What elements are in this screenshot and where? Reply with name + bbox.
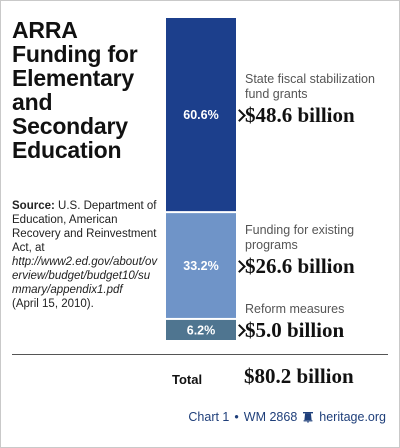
footer-separator: •: [234, 410, 239, 424]
source-url[interactable]: http://www2.ed.gov/about/overview/budget…: [12, 256, 158, 296]
chart-number: Chart 1: [188, 410, 230, 424]
segment-category-label: Funding for existing programs: [245, 222, 355, 252]
segment-value-label: $26.6 billion: [245, 253, 355, 278]
segment-category-label: State fiscal stabilization fund grants: [245, 71, 375, 101]
source-label: Source:: [12, 200, 55, 212]
segment-value-label: $5.0 billion: [245, 317, 345, 342]
total-value: $80.2 billion: [244, 364, 354, 388]
bar-segment-1: [166, 18, 236, 212]
stacked-bar-chart: 60.6% 33.2% 6.2%: [166, 18, 236, 340]
footer: Chart 1 • WM 2868 heritage.org: [188, 410, 386, 424]
bar-segment-3: [166, 319, 236, 340]
total-label: Total: [172, 372, 203, 387]
bar-segment-2: [166, 213, 236, 318]
segment-category-label: Reform measures: [245, 301, 345, 316]
segment-value-label: $48.6 billion: [245, 102, 355, 127]
chart-title: ARRA Funding for Elementary and Secondar…: [12, 17, 138, 163]
source-note: Source: U.S. Department of Education, Am…: [12, 199, 158, 311]
liberty-bell-icon: [303, 412, 314, 423]
segment-percent-label: 6.2%: [187, 323, 216, 337]
site-link[interactable]: heritage.org: [319, 410, 386, 424]
source-date: (April 15, 2010).: [12, 298, 94, 310]
segment-percent-label: 60.6%: [183, 108, 218, 122]
webmemo-number: WM 2868: [243, 410, 298, 424]
total-divider: [12, 354, 388, 355]
source-text: U.S. Department of Education, American R…: [12, 200, 157, 254]
segment-percent-label: 33.2%: [183, 259, 218, 273]
